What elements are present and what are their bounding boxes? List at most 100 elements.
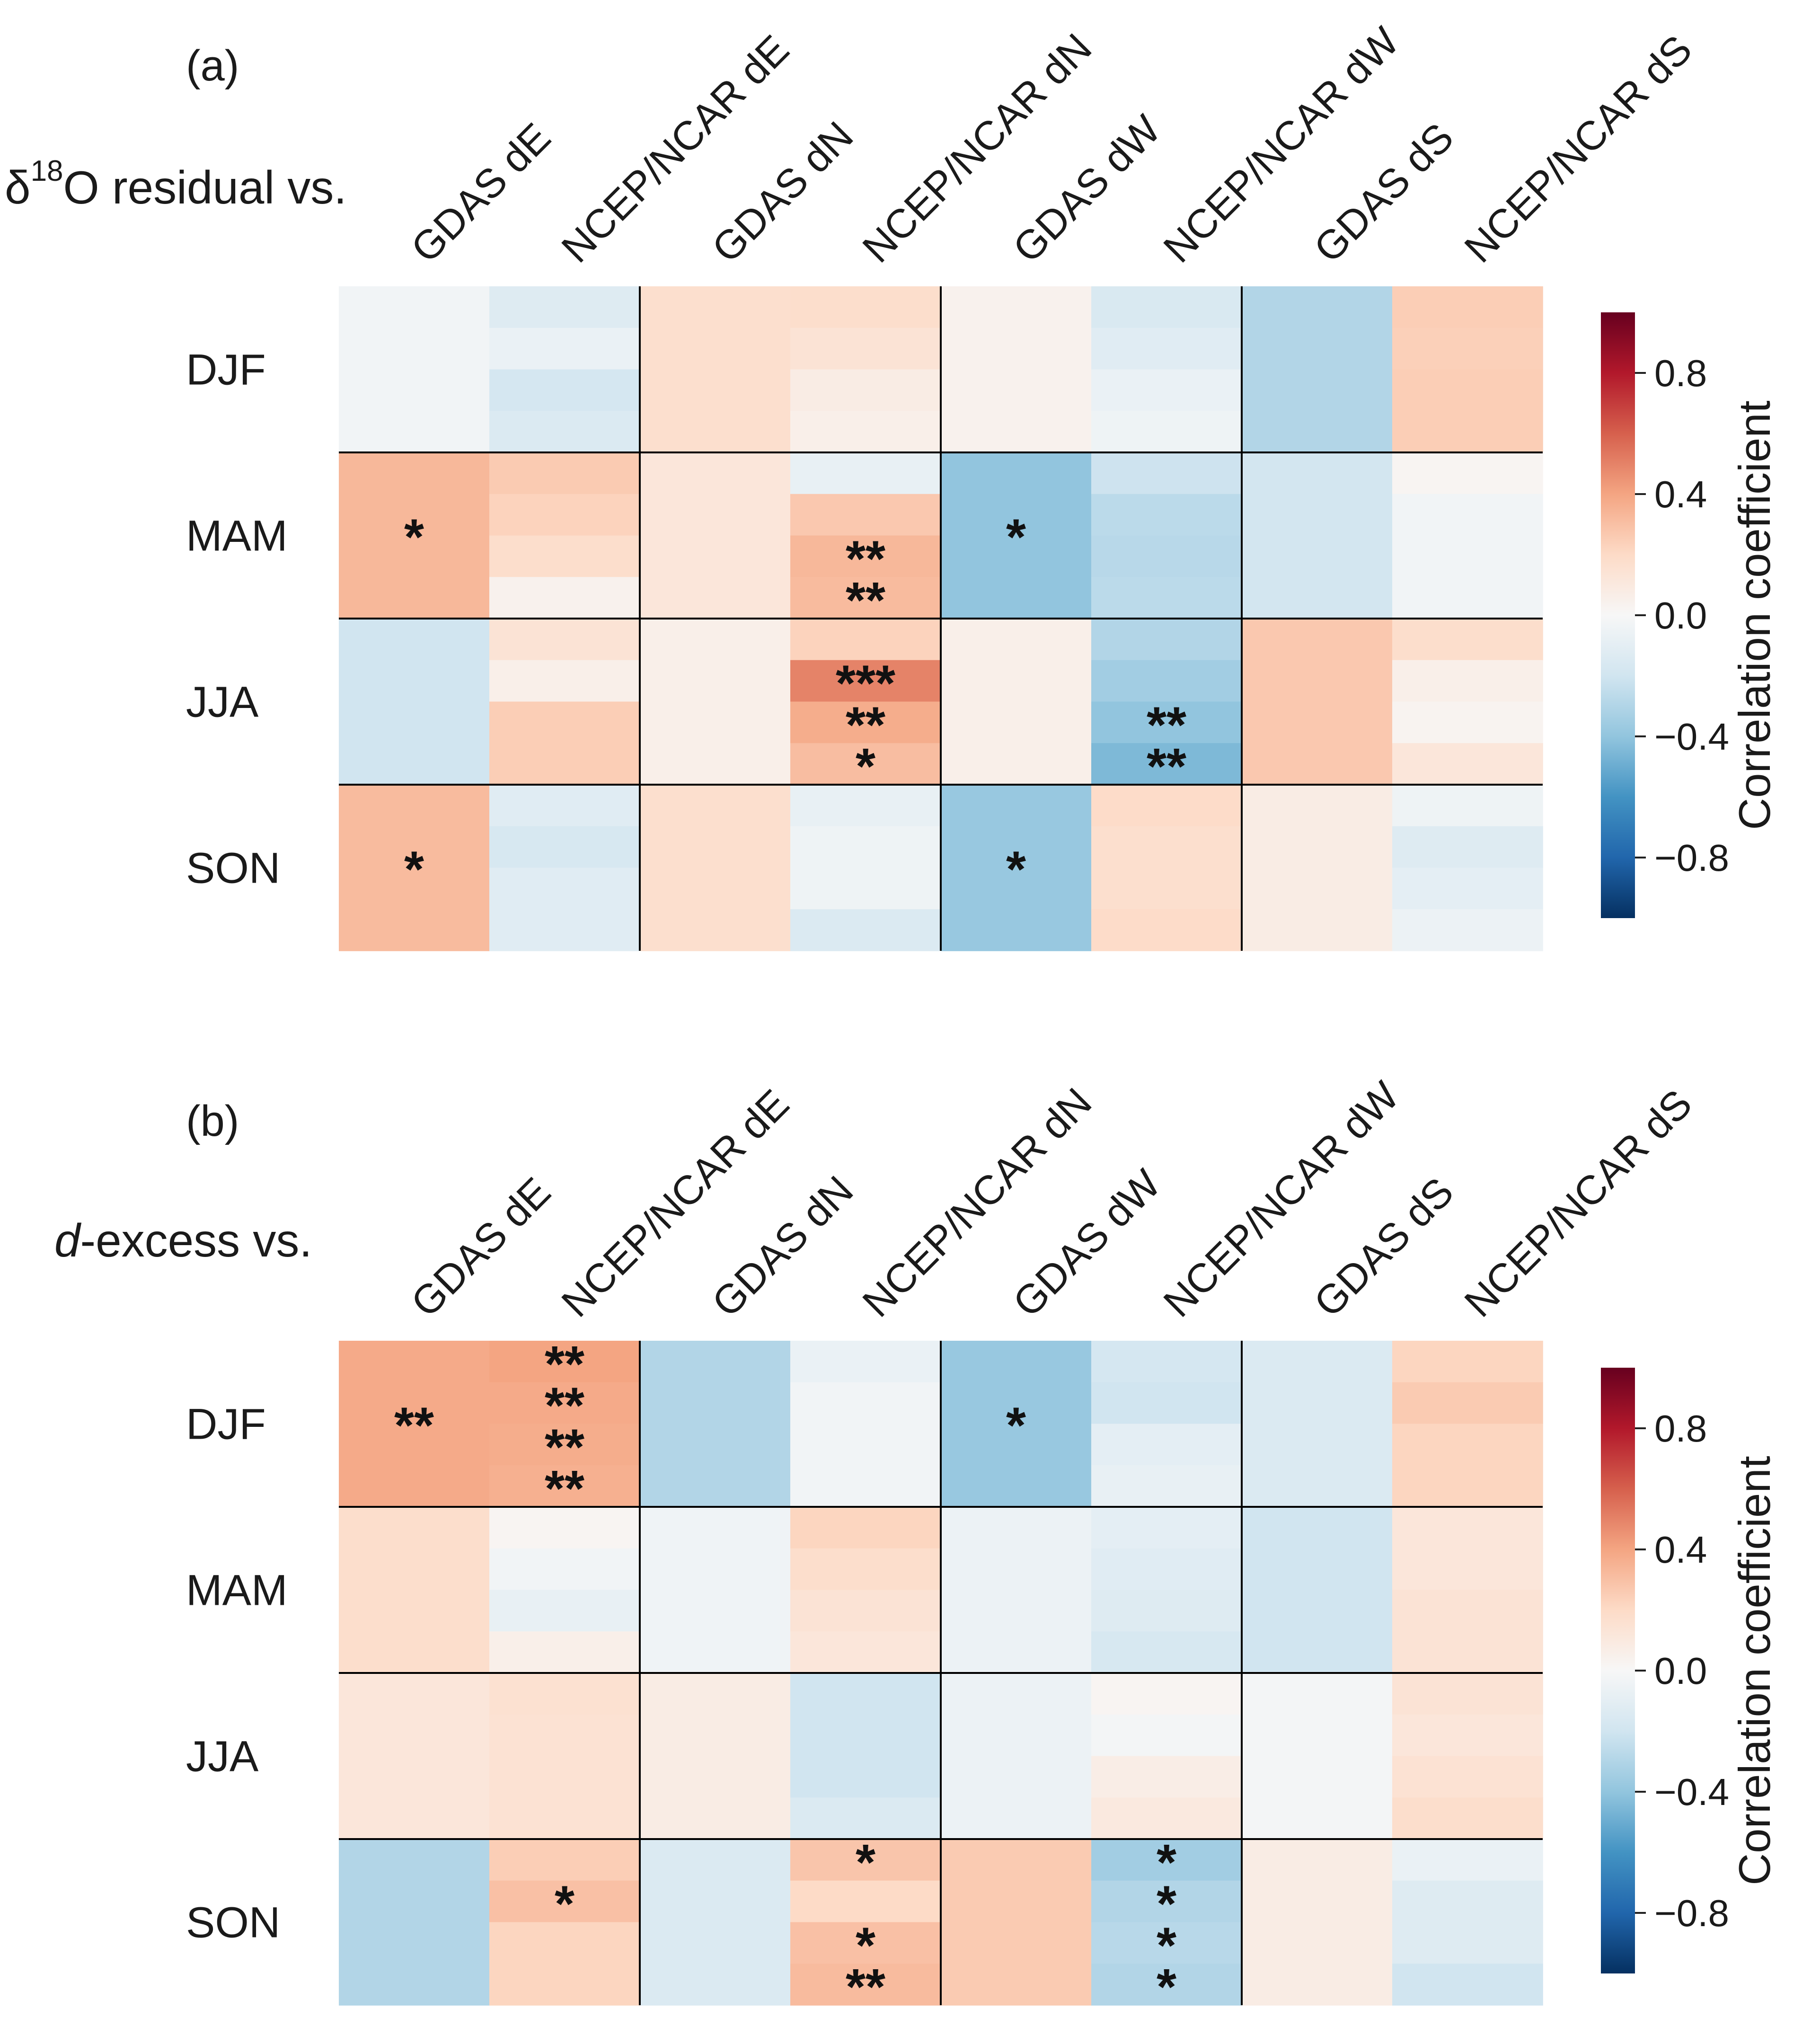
heatmap-cell bbox=[339, 494, 490, 536]
heatmap-cell bbox=[1091, 1465, 1242, 1507]
heatmap-cell bbox=[1242, 867, 1393, 910]
heatmap-cell bbox=[489, 1922, 640, 1964]
heatmap-cell bbox=[790, 619, 941, 661]
heatmap-cell bbox=[941, 1880, 1092, 1923]
heatmap-cell bbox=[1242, 494, 1393, 536]
heatmap-cell bbox=[640, 701, 791, 744]
heatmap-cell bbox=[339, 1631, 490, 1673]
heatmap-cell bbox=[640, 826, 791, 868]
heatmap-cell bbox=[1091, 1839, 1242, 1881]
heatmap-cell bbox=[489, 1714, 640, 1757]
panel-b-significance-stars: ******************** bbox=[394, 1335, 1176, 2015]
heatmap-cell bbox=[1091, 494, 1242, 536]
significance-marker: ** bbox=[545, 1460, 584, 1517]
heatmap-cell bbox=[1091, 743, 1242, 785]
heatmap-cell bbox=[640, 369, 791, 412]
significance-marker: * bbox=[1006, 1397, 1026, 1454]
heatmap-cell bbox=[1242, 1922, 1393, 1964]
heatmap-cell bbox=[640, 867, 791, 910]
heatmap-cell bbox=[489, 1507, 640, 1549]
column-label: GDAS dN bbox=[704, 113, 862, 272]
heatmap-cell bbox=[1392, 1673, 1543, 1715]
colorbar-tick-label: −0.8 bbox=[1654, 1892, 1729, 1934]
heatmap-cell bbox=[339, 1756, 490, 1798]
row-label: MAM bbox=[186, 1566, 288, 1615]
heatmap-cell bbox=[1091, 826, 1242, 868]
heatmap-cell bbox=[790, 1590, 941, 1632]
heatmap-cell bbox=[1392, 743, 1543, 785]
heatmap-cell bbox=[1091, 369, 1242, 412]
heatmap-cell bbox=[1242, 1590, 1393, 1632]
heatmap-cell bbox=[489, 369, 640, 412]
heatmap-cell bbox=[489, 1548, 640, 1591]
heatmap-cell bbox=[1091, 411, 1242, 453]
heatmap-cell bbox=[489, 660, 640, 702]
heatmap-cell bbox=[1091, 1590, 1242, 1632]
heatmap-cell bbox=[790, 494, 941, 536]
heatmap-cell bbox=[640, 327, 791, 370]
heatmap-cell bbox=[640, 785, 791, 827]
heatmap-cell bbox=[489, 1880, 640, 1923]
heatmap-cell bbox=[1091, 1424, 1242, 1466]
heatmap-cell bbox=[489, 1673, 640, 1715]
heatmap-cell bbox=[1392, 867, 1543, 910]
heatmap-cell bbox=[339, 1548, 490, 1591]
heatmap-cell bbox=[489, 535, 640, 578]
heatmap-cell bbox=[941, 1714, 1092, 1757]
heatmap-cell bbox=[1242, 577, 1393, 619]
heatmap-cell bbox=[1091, 1548, 1242, 1591]
heatmap-cell bbox=[1242, 1631, 1393, 1673]
heatmap-cell bbox=[941, 1382, 1092, 1424]
heatmap-cell bbox=[640, 1756, 791, 1798]
significance-marker: * bbox=[856, 737, 875, 795]
heatmap-cell bbox=[640, 452, 791, 495]
heatmap-cell bbox=[489, 1341, 640, 1383]
heatmap-cell bbox=[339, 1922, 490, 1964]
row-label: SON bbox=[186, 844, 280, 893]
heatmap-cell bbox=[640, 411, 791, 453]
colorbar-tick-label: −0.4 bbox=[1654, 1771, 1729, 1813]
heatmap-cell bbox=[941, 1424, 1092, 1466]
heatmap-cell bbox=[640, 1590, 791, 1632]
heatmap-cell bbox=[489, 1465, 640, 1507]
heatmap-cell bbox=[790, 1756, 941, 1798]
heatmap-cell bbox=[1392, 1880, 1543, 1923]
heatmap-cell bbox=[640, 1714, 791, 1757]
heatmap-cell bbox=[339, 1880, 490, 1923]
heatmap-cell bbox=[790, 411, 941, 453]
heatmap-cell bbox=[1091, 867, 1242, 910]
heatmap-cell bbox=[1091, 1341, 1242, 1383]
heatmap-cell bbox=[339, 1714, 490, 1757]
heatmap-cell bbox=[1091, 327, 1242, 370]
heatmap-cell bbox=[1242, 660, 1393, 702]
heatmap-cell bbox=[790, 327, 941, 370]
heatmap-cell bbox=[489, 619, 640, 661]
heatmap-cell bbox=[640, 909, 791, 951]
heatmap-cell bbox=[489, 411, 640, 453]
heatmap-cell bbox=[339, 619, 490, 661]
heatmap-cell bbox=[1392, 1382, 1543, 1424]
heatmap-cell bbox=[339, 826, 490, 868]
heatmap-cell bbox=[790, 701, 941, 744]
panel-b-row-labels: DJF MAM JJA SON bbox=[186, 1400, 288, 1947]
column-label: NCEP/NCAR dS bbox=[1456, 27, 1701, 271]
heatmap-cell bbox=[339, 1964, 490, 2006]
row-label: JJA bbox=[186, 1733, 259, 1781]
panel-b-colorbar: 0.8 0.4 0.0 −0.4 −0.8 Correlation coefficien… bbox=[1601, 1368, 1779, 1973]
heatmap-cell bbox=[790, 535, 941, 578]
heatmap-cell bbox=[790, 452, 941, 495]
heatmap-cell bbox=[1392, 1507, 1543, 1549]
heatmap-cell bbox=[941, 1548, 1092, 1591]
heatmap-cell bbox=[1091, 1631, 1242, 1673]
heatmap-cell bbox=[640, 1839, 791, 1881]
heatmap-cell bbox=[640, 577, 791, 619]
heatmap-cell bbox=[339, 1465, 490, 1507]
heatmap-cell bbox=[941, 619, 1092, 661]
heatmap-cell bbox=[1242, 1839, 1393, 1881]
heatmap-cell bbox=[640, 286, 791, 328]
heatmap-cell bbox=[1091, 785, 1242, 827]
heatmap-cell bbox=[339, 743, 490, 785]
colorbar-tick-label: 0.8 bbox=[1654, 352, 1707, 394]
colorbar-tick-label: 0.0 bbox=[1654, 594, 1707, 637]
